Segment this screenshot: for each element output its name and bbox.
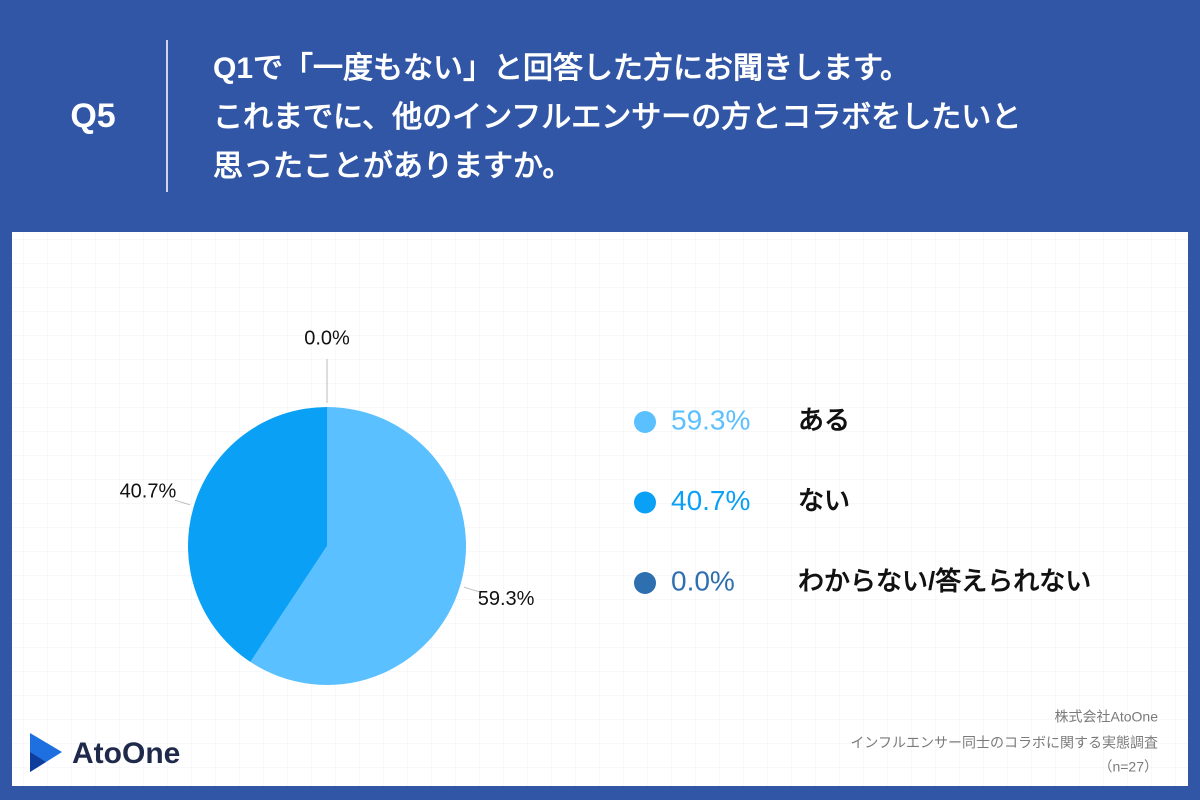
data-label: 59.3% xyxy=(478,588,535,610)
legend-label: ない xyxy=(798,485,850,515)
legend-dot xyxy=(634,411,656,433)
footer-company: 株式会社AtoOne xyxy=(1055,709,1159,725)
leader-line xyxy=(463,586,480,593)
pie-slice xyxy=(188,407,327,662)
data-label: 0.0% xyxy=(304,327,350,349)
logo-icon-shade xyxy=(30,752,46,772)
legend-label: ある xyxy=(798,405,850,435)
logo-text: AtoOne xyxy=(72,737,180,770)
pie-slice xyxy=(250,407,467,685)
question-number: Q5 xyxy=(70,97,115,135)
leader-line xyxy=(174,499,191,506)
question-line: Q1で「一度もない」と回答した方にお聞きします。 xyxy=(213,51,910,85)
question-line: 思ったことがありますか。 xyxy=(213,149,572,183)
legend-label: わからない/答えられない xyxy=(798,566,1091,596)
chart: 59.3% 40.7% 0.0% 59.3% ある 40.7% ない 0.0% わからない/答え… xyxy=(120,327,1091,685)
panel-grid xyxy=(12,232,1188,786)
legend-value: 40.7% xyxy=(671,485,750,516)
footer-survey: インフルエンサー同士のコラボに関する実態調査 xyxy=(850,735,1158,751)
legend-value: 0.0% xyxy=(671,565,735,596)
question-line: これまでに、他のインフルエンサーの方とコラボをしたいと xyxy=(213,100,1021,134)
footer-sample: （n=27） xyxy=(1098,759,1158,775)
legend-dot xyxy=(634,491,656,514)
legend-value: 59.3% xyxy=(671,404,750,435)
legend-dot xyxy=(634,572,656,594)
data-label: 40.7% xyxy=(120,480,177,502)
